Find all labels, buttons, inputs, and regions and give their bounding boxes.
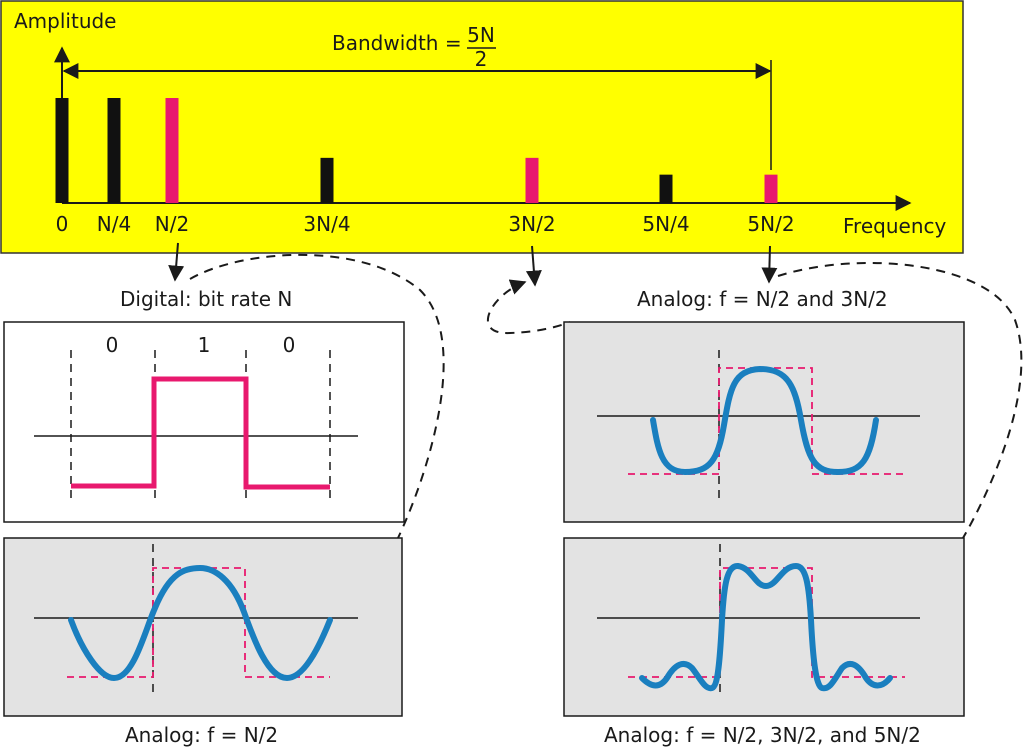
bit-1-label: 1	[198, 333, 211, 357]
analog1-wave	[68, 565, 333, 681]
digital-title: Digital: bit rate N	[120, 287, 292, 311]
bit-0-label: 0	[106, 333, 119, 357]
spectrum-bar-2	[165, 98, 179, 203]
digital-signal	[71, 376, 330, 490]
analog3-wave	[639, 563, 893, 692]
spectrum-bars	[55, 98, 778, 203]
spectrum-panel	[0, 0, 964, 254]
analog2-wave	[650, 366, 879, 475]
frequency-label: Frequency	[843, 214, 946, 238]
analog1-panel	[3, 537, 403, 717]
bandwidth-label: Bandwidth =	[332, 31, 462, 55]
spectrum-bar-5	[659, 174, 673, 203]
frequency-tick-label-4: 3N/2	[508, 212, 555, 236]
spectrum-bar-6	[764, 174, 778, 203]
connector-3n2	[525, 245, 542, 287]
dashed-link-digital-analog1	[189, 253, 445, 539]
analog3-panel	[563, 537, 965, 717]
dashed-link-3n2	[486, 279, 571, 335]
bandwidth-denominator: 2	[475, 47, 488, 71]
dashed-link-5n2-analog3	[777, 262, 1023, 539]
analog2-title: Analog: f = N/2 and 3N/2	[637, 287, 888, 311]
frequency-tick-label-6: 5N/2	[747, 212, 794, 236]
analog2-panel	[563, 321, 965, 523]
amplitude-label: Amplitude	[14, 9, 117, 33]
connector-n2	[168, 242, 185, 282]
analog3-title: Analog: f = N/2, 3N/2, and 5N/2	[604, 723, 921, 747]
bit-2-label: 0	[283, 333, 296, 357]
spectrum-bar-1	[107, 98, 121, 203]
bandwidth-numerator: 5N	[467, 23, 495, 47]
spectrum-bar-3	[320, 157, 334, 203]
connector-5n2	[761, 245, 778, 284]
frequency-tick-label-1: N/4	[97, 212, 131, 236]
analog1-title: Analog: f = N/2	[125, 723, 278, 747]
spectrum-bar-4	[525, 157, 539, 203]
frequency-ticks: 0 N/4 N/2 3N/4 3N/2 5N/4 5N/2	[56, 212, 795, 236]
frequency-tick-label-0: 0	[56, 212, 69, 236]
spectrum-bar-0	[55, 98, 69, 203]
frequency-tick-label-3: 3N/4	[303, 212, 350, 236]
frequency-tick-label-5: 5N/4	[642, 212, 689, 236]
frequency-tick-label-2: N/2	[155, 212, 189, 236]
digital-panel: 0 1 0	[3, 321, 405, 523]
